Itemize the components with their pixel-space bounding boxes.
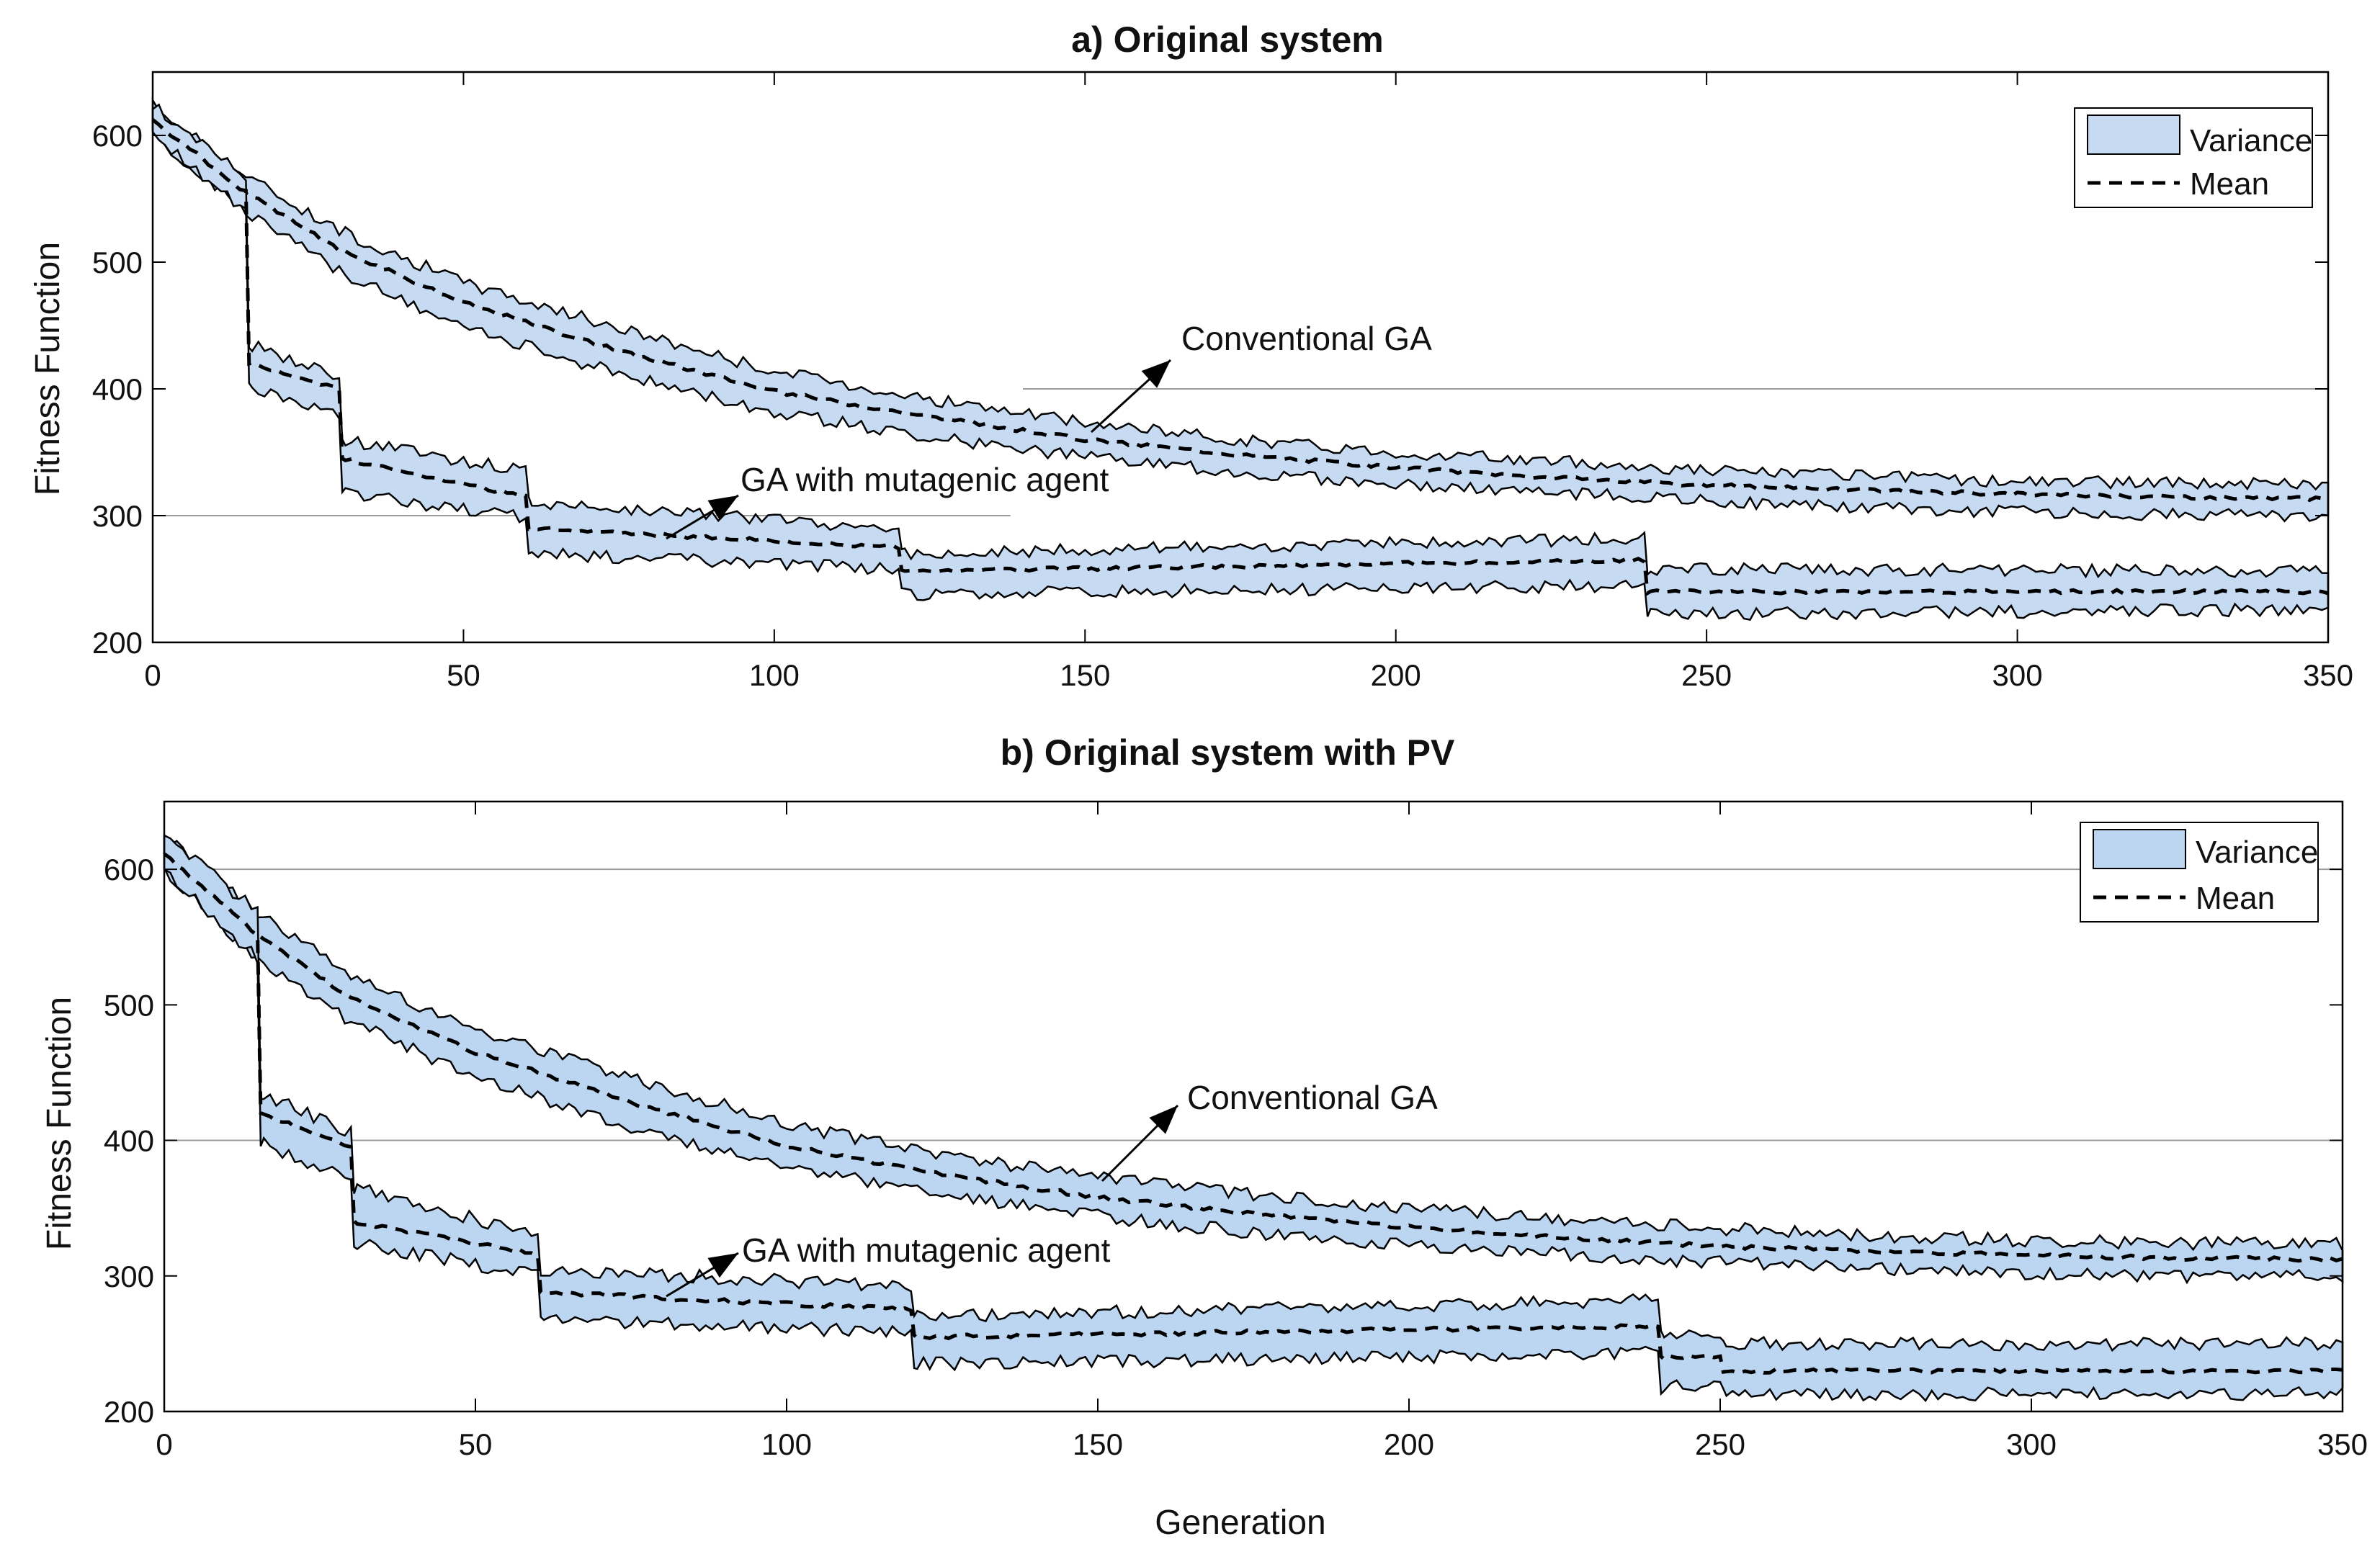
annotation-ga-mutagenic: GA with mutagenic agent <box>741 461 1109 498</box>
y-tick-label: 600 <box>104 853 154 887</box>
x-tick-label: 0 <box>144 658 161 692</box>
legend: Variance Mean <box>2080 822 2319 923</box>
y-tick-label: 400 <box>92 372 143 406</box>
annotation-conventional-ga: Conventional GA <box>1181 320 1432 357</box>
x-tick-label: 250 <box>1681 658 1732 692</box>
annotation-arrowhead-1 <box>707 495 738 521</box>
annotation-ga-mutagenic: GA with mutagenic agent <box>742 1231 1111 1269</box>
legend-variance-label: Variance <box>2190 123 2312 158</box>
annotation-arrowhead-0 <box>1149 1105 1178 1134</box>
legend-variance-swatch <box>2087 115 2180 155</box>
x-tick-label: 100 <box>761 1427 812 1461</box>
variance-band-conventional-ga <box>163 837 2344 1285</box>
annotation-conventional-ga: Conventional GA <box>1187 1079 1438 1116</box>
y-axis-label: Fitness Function <box>40 997 79 1250</box>
x-tick-label: 350 <box>2317 1427 2368 1461</box>
mean-line-ga-with-mutagenic-agent <box>151 118 2329 596</box>
annotation-arrowhead-0 <box>1141 360 1171 388</box>
x-tick-label: 50 <box>459 1427 493 1461</box>
mean-line-conventional-ga <box>163 850 2343 1263</box>
y-tick-label: 200 <box>92 626 143 660</box>
x-tick-label: 50 <box>447 658 480 692</box>
variance-band-ga-with-mutagenic-agent <box>163 833 2344 1402</box>
x-tick-label: 200 <box>1384 1427 1434 1461</box>
y-tick-label: 300 <box>92 499 143 533</box>
variance-band-conventional-ga <box>151 96 2330 523</box>
y-tick-label: 200 <box>104 1395 154 1429</box>
plot-area: 0 50 100 150 200 250 300 350 200 300 400 500 600 <box>92 71 2353 692</box>
legend-variance-label: Variance <box>2196 835 2318 870</box>
x-tick-label: 300 <box>1992 658 2043 692</box>
panel-a: a) Original system Fitness Function 0 50 1… <box>29 19 2353 692</box>
x-axis-label: Generation <box>1155 1504 1326 1542</box>
chart-title: a) Original system <box>1071 19 1384 60</box>
x-tick-label: 300 <box>2006 1427 2057 1461</box>
legend: Variance Mean <box>2074 107 2313 208</box>
x-tick-label: 150 <box>1073 1427 1123 1461</box>
y-tick-label: 600 <box>92 119 143 153</box>
y-tick-label: 400 <box>104 1124 154 1158</box>
legend-mean-label: Mean <box>2196 881 2275 916</box>
plot-area: 0 50 100 150 200 250 300 350 200 300 400 500 600 <box>104 800 2368 1461</box>
panel-b: b) Original system with PV Fitness Funct… <box>40 732 2368 1461</box>
x-tick-label: 100 <box>749 658 800 692</box>
legend-variance-swatch <box>2093 829 2186 869</box>
axes-frame <box>151 71 2330 644</box>
y-axis-label: Fitness Function <box>29 242 67 495</box>
x-tick-label: 200 <box>1371 658 1421 692</box>
annotation-arrowhead-1 <box>707 1253 738 1278</box>
x-tick-label: 150 <box>1060 658 1110 692</box>
mean-line-ga-with-mutagenic-agent <box>163 852 2343 1375</box>
y-tick-label: 300 <box>104 1260 154 1293</box>
variance-band-ga-with-mutagenic-agent <box>151 103 2330 621</box>
x-tick-label: 250 <box>1695 1427 1745 1461</box>
y-tick-label: 500 <box>104 988 154 1022</box>
legend-mean-label: Mean <box>2190 166 2269 202</box>
y-tick-label: 500 <box>92 246 143 279</box>
x-tick-label: 0 <box>156 1427 172 1461</box>
axes-frame <box>163 800 2344 1413</box>
chart-title: b) Original system with PV <box>1001 732 1455 773</box>
x-tick-label: 350 <box>2303 658 2353 692</box>
